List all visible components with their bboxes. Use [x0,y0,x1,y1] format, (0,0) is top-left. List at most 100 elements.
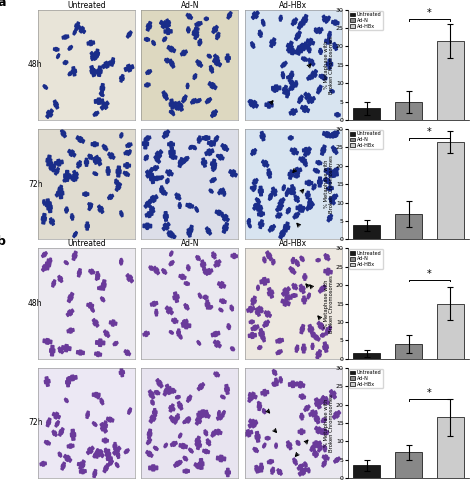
FancyBboxPatch shape [57,190,64,196]
FancyBboxPatch shape [181,318,189,326]
FancyBboxPatch shape [334,113,341,117]
FancyBboxPatch shape [307,326,314,333]
FancyBboxPatch shape [220,395,226,399]
FancyBboxPatch shape [321,461,327,467]
FancyBboxPatch shape [196,60,202,67]
FancyBboxPatch shape [303,404,311,412]
FancyBboxPatch shape [178,157,184,168]
FancyBboxPatch shape [332,43,338,49]
FancyBboxPatch shape [286,75,293,80]
FancyBboxPatch shape [119,258,123,264]
FancyBboxPatch shape [262,443,266,448]
FancyBboxPatch shape [68,45,73,50]
FancyBboxPatch shape [186,230,192,236]
FancyBboxPatch shape [306,38,315,45]
FancyBboxPatch shape [148,265,155,271]
FancyBboxPatch shape [185,13,193,20]
FancyBboxPatch shape [316,398,321,405]
FancyBboxPatch shape [41,216,47,222]
FancyBboxPatch shape [300,468,306,476]
FancyBboxPatch shape [166,45,176,53]
FancyBboxPatch shape [162,269,167,274]
FancyBboxPatch shape [255,307,261,317]
FancyBboxPatch shape [193,32,200,38]
FancyBboxPatch shape [77,270,82,275]
FancyBboxPatch shape [169,110,174,114]
FancyBboxPatch shape [178,334,182,339]
FancyBboxPatch shape [155,151,162,159]
FancyBboxPatch shape [307,467,310,473]
FancyBboxPatch shape [54,169,60,174]
FancyBboxPatch shape [201,409,205,416]
FancyBboxPatch shape [222,222,229,234]
FancyBboxPatch shape [298,207,305,213]
FancyBboxPatch shape [126,64,132,72]
FancyBboxPatch shape [46,155,52,167]
FancyBboxPatch shape [266,168,272,179]
FancyBboxPatch shape [326,268,330,276]
FancyBboxPatch shape [56,53,61,59]
FancyBboxPatch shape [246,429,251,438]
FancyBboxPatch shape [317,86,322,92]
FancyBboxPatch shape [92,54,97,61]
FancyBboxPatch shape [41,251,48,258]
FancyBboxPatch shape [115,463,119,468]
FancyBboxPatch shape [67,309,73,316]
FancyBboxPatch shape [51,281,56,286]
FancyBboxPatch shape [271,382,277,387]
FancyBboxPatch shape [155,175,159,182]
FancyBboxPatch shape [169,99,174,110]
FancyBboxPatch shape [144,330,148,337]
FancyBboxPatch shape [72,250,78,261]
FancyBboxPatch shape [288,382,298,387]
FancyBboxPatch shape [49,164,56,170]
FancyBboxPatch shape [202,449,210,454]
FancyBboxPatch shape [213,54,220,63]
FancyBboxPatch shape [119,212,124,216]
FancyBboxPatch shape [312,451,318,456]
FancyBboxPatch shape [171,111,175,115]
FancyBboxPatch shape [146,82,149,88]
FancyBboxPatch shape [126,274,133,282]
FancyBboxPatch shape [64,260,69,266]
FancyBboxPatch shape [214,59,220,67]
FancyBboxPatch shape [194,206,199,213]
FancyBboxPatch shape [94,352,102,357]
FancyBboxPatch shape [285,89,290,99]
FancyBboxPatch shape [281,71,285,79]
FancyBboxPatch shape [200,262,207,268]
FancyBboxPatch shape [290,186,296,192]
FancyBboxPatch shape [258,221,264,227]
FancyBboxPatch shape [159,189,168,196]
FancyBboxPatch shape [44,440,51,446]
FancyBboxPatch shape [175,395,181,399]
FancyBboxPatch shape [66,377,70,387]
FancyBboxPatch shape [313,334,319,341]
Bar [395,213,422,240]
FancyBboxPatch shape [299,414,304,419]
FancyBboxPatch shape [266,436,269,440]
FancyBboxPatch shape [256,202,263,214]
FancyBboxPatch shape [127,31,132,37]
FancyBboxPatch shape [69,443,73,449]
FancyBboxPatch shape [94,392,100,399]
FancyBboxPatch shape [288,78,295,86]
FancyBboxPatch shape [116,169,122,174]
FancyBboxPatch shape [189,448,193,453]
FancyBboxPatch shape [203,269,209,275]
Bar [395,344,422,359]
FancyBboxPatch shape [177,328,181,337]
FancyBboxPatch shape [326,167,331,175]
FancyBboxPatch shape [45,338,50,345]
FancyBboxPatch shape [287,294,291,300]
FancyBboxPatch shape [255,205,263,212]
FancyBboxPatch shape [72,176,76,182]
FancyBboxPatch shape [326,186,334,191]
FancyBboxPatch shape [43,85,47,89]
FancyBboxPatch shape [191,98,196,104]
FancyBboxPatch shape [207,148,212,156]
FancyBboxPatch shape [170,416,176,423]
FancyBboxPatch shape [170,330,173,335]
FancyBboxPatch shape [54,420,60,428]
FancyBboxPatch shape [293,196,300,202]
